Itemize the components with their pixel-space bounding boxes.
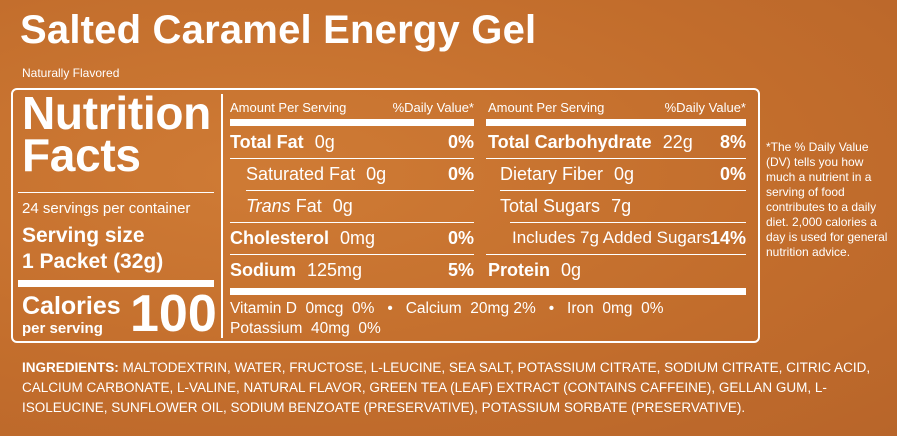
nutrient-row-trans-fat: Trans Fat 0g	[246, 196, 474, 217]
nutrient-name: Dietary Fiber	[500, 164, 604, 184]
heading-line-2: Facts	[22, 129, 141, 181]
nutrient-amount: 0g	[614, 164, 635, 184]
calories-value: 100	[130, 285, 217, 343]
right-header-rule	[486, 119, 746, 126]
nutrition-facts-heading: Nutrition Facts	[22, 87, 211, 181]
nutrient-name: Total Fat	[230, 132, 304, 152]
ingredients-text: MALTODEXTRIN, WATER, FRUCTOSE, L-LEUCINE…	[22, 360, 871, 415]
ingredients: INGREDIENTS: MALTODEXTRIN, WATER, FRUCTO…	[22, 358, 882, 418]
nutrient-amount: 0g	[366, 164, 387, 184]
heading-line-1: Nutrition	[22, 87, 211, 139]
nutrient-row-added-sugars: Includes 7g Added Sugars 14%	[512, 228, 746, 248]
nutrient-dv: 0%	[447, 164, 474, 184]
nutrient-amount: 0g	[561, 260, 582, 280]
daily-value-header: %Daily Value*	[392, 100, 474, 115]
nutrient-row-saturated-fat: Saturated Fat 0g 0%	[246, 164, 474, 185]
serving-divider	[18, 280, 214, 287]
left-column-header: Amount Per Serving %Daily Value*	[230, 100, 474, 115]
row-divider	[230, 222, 474, 223]
daily-value-header: %Daily Value*	[664, 100, 746, 115]
row-divider	[486, 158, 746, 159]
nutrient-amount: 0g	[332, 196, 353, 216]
product-title: Salted Caramel Energy Gel	[20, 8, 537, 52]
nutrient-name: Total Carbohydrate	[488, 132, 652, 152]
daily-value-footnote: *The % Daily Value (DV) tells you how mu…	[766, 140, 888, 259]
servings-per-container: 24 servings per container	[22, 200, 191, 217]
per-serving-label: per serving	[22, 320, 103, 337]
nutrient-amount: 0mg	[340, 228, 376, 248]
nutrient-name: Total Sugars	[500, 196, 601, 216]
serving-size-label: Serving size	[22, 224, 145, 247]
nutrient-row-total-fat: Total Fat 0g 0%	[230, 132, 474, 153]
vitamins-line-2: Potassium 40mg 0%	[230, 320, 381, 337]
vitamins-rule	[230, 288, 746, 295]
amount-per-serving-header: Amount Per Serving	[488, 100, 605, 115]
nutrient-row-cholesterol: Cholesterol 0mg 0%	[230, 228, 474, 249]
ingredients-label: INGREDIENTS:	[22, 360, 119, 375]
left-header-rule	[230, 119, 474, 126]
column-divider	[221, 94, 223, 338]
nutrient-name: Cholesterol	[230, 228, 330, 248]
nutrient-name: Includes 7g Added Sugars	[512, 228, 711, 247]
row-divider	[246, 190, 474, 191]
nutrient-name: Protein	[488, 260, 551, 280]
amount-per-serving-header: Amount Per Serving	[230, 100, 347, 115]
vitamins-line-1: Vitamin D 0mcg 0% • Calcium 20mg 2% • Ir…	[230, 300, 664, 317]
row-divider	[230, 158, 474, 159]
nutrient-amount: 7g	[611, 196, 632, 216]
nutrient-dv: 14%	[709, 228, 746, 248]
nutrition-panel	[11, 88, 760, 343]
nutrient-name: Fat	[295, 196, 322, 216]
nutrient-dv: 5%	[447, 260, 474, 280]
nutrient-dv: 0%	[719, 164, 746, 184]
nutrient-amount: 22g	[662, 132, 693, 152]
product-subtitle: Naturally Flavored	[22, 66, 120, 80]
nutrient-row-total-sugars: Total Sugars 7g	[500, 196, 746, 217]
row-divider	[230, 254, 474, 255]
nutrient-dv: 8%	[719, 132, 746, 152]
nutrient-row-total-carbohydrate: Total Carbohydrate 22g 8%	[488, 132, 746, 153]
row-divider	[486, 254, 746, 255]
row-divider	[510, 222, 746, 223]
nutrient-amount: 125mg	[307, 260, 363, 280]
nutrient-amount: 0g	[314, 132, 335, 152]
nutrient-dv: 0%	[447, 132, 474, 152]
nutrient-name: Sodium	[230, 260, 296, 280]
nutrient-row-protein: Protein 0g	[488, 260, 746, 281]
nutrient-name: Saturated Fat	[246, 164, 356, 184]
nutrient-row-dietary-fiber: Dietary Fiber 0g 0%	[500, 164, 746, 185]
calories-label: Calories	[22, 292, 121, 320]
nutrient-row-sodium: Sodium 125mg 5%	[230, 260, 474, 281]
nutrient-dv: 0%	[447, 228, 474, 248]
nutrient-name-italic: Trans	[246, 196, 291, 216]
right-column-header: Amount Per Serving %Daily Value*	[488, 100, 746, 115]
row-divider	[500, 190, 746, 191]
serving-size-value: 1 Packet (32g)	[22, 250, 164, 273]
heading-divider	[18, 192, 214, 193]
